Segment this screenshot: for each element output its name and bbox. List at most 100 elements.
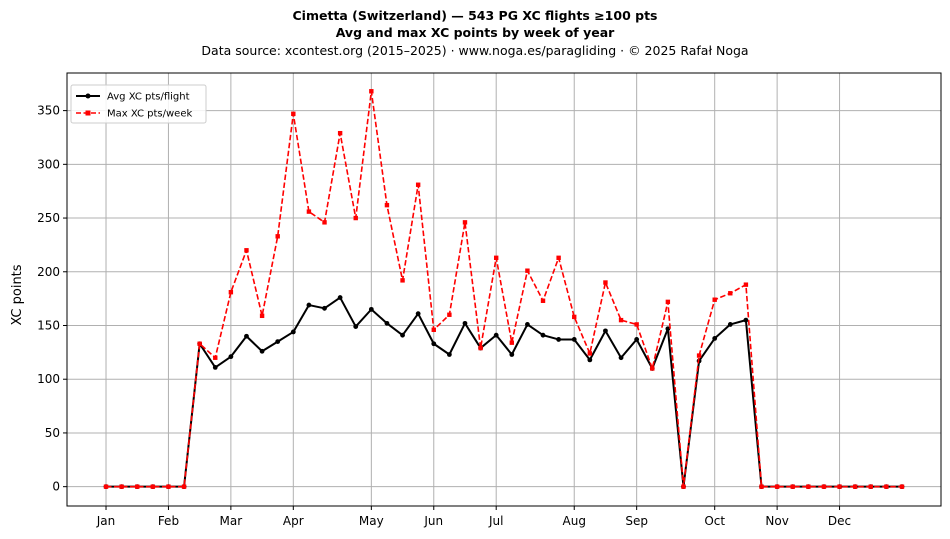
series-point-1 [712, 297, 717, 302]
chart-subtitle: Avg and max XC points by week of year [336, 25, 615, 40]
series-point-0 [618, 355, 624, 361]
series-point-1 [837, 484, 842, 489]
series-point-1 [400, 278, 405, 283]
series-point-1 [228, 289, 234, 295]
series-point-1 [603, 280, 608, 285]
series-point-1 [681, 484, 686, 489]
chart-source: Data source: xcontest.org (2015–2025) · … [201, 43, 748, 58]
y-tick-label: 200 [37, 265, 60, 279]
series-point-1 [462, 220, 468, 225]
series-point-0 [587, 357, 593, 363]
x-tick-label: Feb [158, 514, 179, 528]
series-point-1 [197, 341, 202, 346]
series-point-1 [899, 484, 905, 489]
y-axis: 0 50 100 150 200 250 300 350 [37, 104, 67, 494]
legend-marker-max [85, 110, 91, 116]
series-point-1 [743, 282, 749, 287]
series-point-0 [727, 322, 733, 327]
x-tick-label: Mar [220, 514, 243, 528]
series-point-0 [743, 317, 749, 323]
x-tick-label: Jun [423, 514, 443, 528]
series-point-1 [728, 291, 733, 296]
series-group [103, 89, 905, 490]
series-point-1 [478, 345, 483, 351]
series-point-1 [587, 351, 593, 356]
legend-label-max: Max XC pts/week [107, 109, 192, 120]
y-tick-label: 350 [37, 104, 60, 118]
series-point-1 [572, 314, 577, 320]
series-point-1 [696, 353, 702, 358]
series-point-1 [634, 322, 639, 327]
series-point-1 [306, 209, 312, 214]
series-point-0 [306, 302, 312, 308]
y-tick-label: 150 [37, 318, 60, 332]
series-point-1 [213, 355, 218, 360]
x-tick-label: May [359, 514, 384, 528]
series-point-1 [135, 484, 140, 489]
series-point-1 [556, 255, 561, 261]
series-point-1 [774, 484, 780, 489]
series-point-1 [337, 130, 343, 136]
series-point-1 [166, 484, 171, 489]
series-point-1 [493, 255, 499, 261]
y-tick-label: 100 [37, 372, 60, 386]
x-tick-label: Apr [283, 514, 304, 528]
series-point-0 [556, 337, 562, 342]
x-tick-label: Jan [96, 514, 116, 528]
series-point-0 [462, 320, 468, 326]
series-point-1 [291, 111, 296, 117]
series-point-0 [665, 326, 671, 332]
y-tick-label: 300 [37, 157, 60, 171]
series-point-1 [618, 317, 624, 323]
series-point-1 [244, 248, 249, 253]
series-point-1 [275, 234, 280, 239]
series-point-0 [712, 335, 718, 341]
series-point-1 [868, 484, 873, 489]
series-point-1 [103, 484, 109, 489]
series-point-1 [415, 182, 421, 187]
series-point-0 [540, 332, 546, 338]
y-tick-label: 50 [45, 426, 60, 440]
y-tick-label: 250 [37, 211, 60, 225]
x-tick-label: Jul [488, 514, 503, 528]
series-point-0 [322, 305, 327, 311]
series-point-1 [322, 220, 327, 225]
series-point-1 [852, 484, 858, 489]
series-point-1 [181, 484, 187, 489]
series-point-0 [275, 339, 281, 345]
series-point-0 [446, 352, 452, 357]
series-point-0 [290, 329, 296, 335]
series-point-1 [806, 484, 811, 489]
grid-lines [67, 73, 941, 506]
series-point-1 [119, 484, 124, 489]
series-point-1 [509, 340, 515, 345]
series-point-1 [790, 484, 795, 489]
y-axis-label: XC points [10, 264, 25, 325]
series-point-1 [150, 484, 156, 489]
series-point-0 [337, 295, 343, 300]
series-point-1 [384, 202, 390, 208]
x-tick-label: Oct [704, 514, 725, 528]
series-line-1 [106, 90, 902, 488]
x-tick-label: Dec [828, 514, 851, 528]
x-tick-label: Sep [625, 514, 648, 528]
series-point-1 [650, 366, 655, 371]
x-tick-label: Aug [563, 514, 586, 528]
series-point-0 [244, 333, 249, 339]
series-point-1 [884, 484, 889, 489]
series-point-1 [759, 484, 764, 489]
chart-title: Cimetta (Switzerland) — 543 PG XC flight… [292, 8, 657, 23]
x-tick-label: Nov [765, 514, 788, 528]
legend-label-avg: Avg XC pts/flight [107, 92, 190, 103]
series-point-0 [525, 322, 530, 327]
series-point-0 [228, 354, 234, 360]
series-point-0 [259, 348, 265, 354]
series-point-1 [369, 89, 374, 94]
series-point-0 [509, 352, 515, 357]
series-point-0 [415, 311, 421, 317]
x-axis: Jan Feb Mar Apr May Jun Jul Aug Sep Oct Nov Dec [96, 506, 851, 528]
series-point-1 [431, 327, 436, 332]
series-point-0 [571, 337, 577, 342]
series-point-0 [353, 324, 359, 329]
